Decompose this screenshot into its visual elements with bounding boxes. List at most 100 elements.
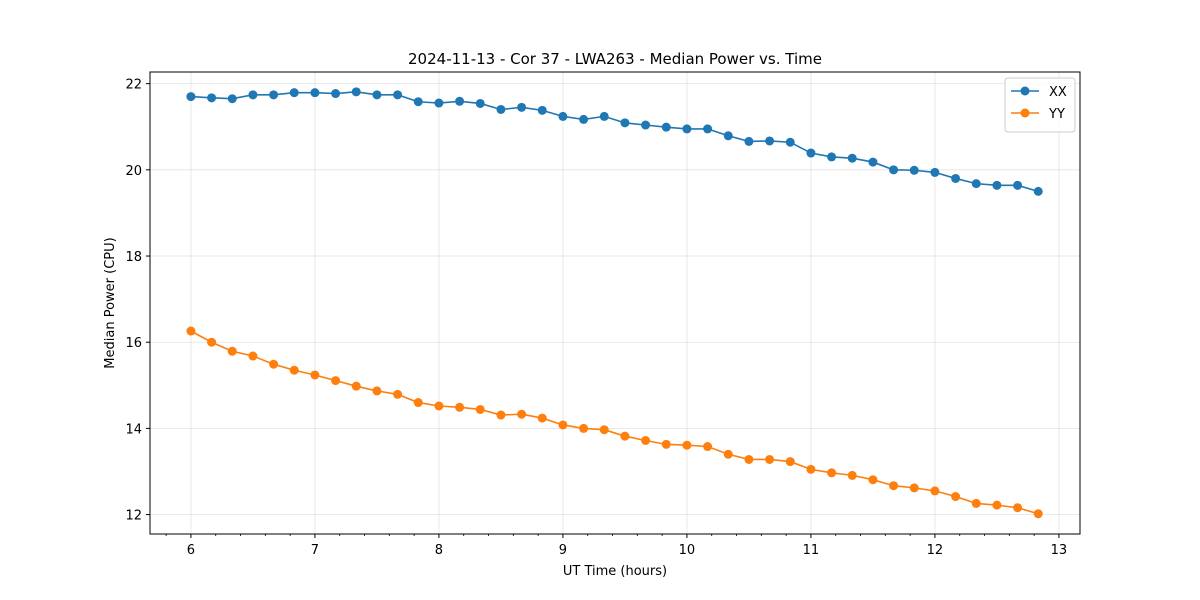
data-point	[847, 153, 857, 163]
data-point	[434, 98, 444, 108]
plot-frame	[149, 71, 1081, 535]
y-tick-label: 22	[125, 78, 142, 93]
x-axis: 6 7 8 9 10 11 12 13	[165, 534, 1067, 558]
data-point	[723, 131, 733, 141]
data-point	[703, 442, 713, 452]
series-yy	[186, 326, 1043, 519]
data-point	[413, 97, 423, 107]
data-point	[847, 470, 857, 480]
data-point	[434, 401, 444, 411]
data-point	[951, 173, 961, 183]
y-tick-label: 16	[125, 336, 142, 351]
data-point	[351, 87, 361, 97]
y-tick-label: 20	[125, 164, 142, 179]
chart-title: 2024-11-13 - Cor 37 - LWA263 - Median Po…	[408, 50, 822, 68]
data-point	[537, 105, 547, 115]
data-point	[599, 425, 609, 435]
data-point	[1033, 509, 1043, 519]
legend-marker	[1020, 108, 1030, 118]
data-point	[207, 93, 217, 103]
x-tick-label: 7	[311, 543, 319, 558]
data-point	[641, 435, 651, 445]
legend-marker	[1020, 86, 1030, 96]
legend: XX YY	[1004, 77, 1076, 133]
data-point	[372, 90, 382, 100]
data-point	[992, 500, 1002, 510]
data-point	[227, 346, 237, 356]
data-point	[310, 88, 320, 98]
data-point	[909, 165, 919, 175]
data-point	[992, 180, 1002, 190]
data-point	[289, 365, 299, 375]
data-point	[620, 431, 630, 441]
data-point	[744, 136, 754, 146]
data-point	[475, 98, 485, 108]
data-point	[331, 89, 341, 99]
data-point	[661, 122, 671, 132]
data-point	[1033, 186, 1043, 196]
data-point	[827, 468, 837, 478]
data-point	[723, 449, 733, 459]
data-point	[1013, 180, 1023, 190]
data-point	[310, 370, 320, 380]
data-point	[475, 404, 485, 414]
legend-item-yy: YY	[1011, 107, 1065, 122]
data-point	[517, 102, 527, 112]
x-axis-label: UT Time (hours)	[563, 564, 667, 579]
data-point	[1013, 503, 1023, 513]
data-point	[971, 498, 981, 508]
y-axis-label: Median Power (CPU)	[103, 237, 118, 368]
y-tick-label: 12	[125, 509, 142, 524]
x-tick-label: 6	[187, 543, 195, 558]
data-point	[889, 481, 899, 491]
data-point	[227, 94, 237, 104]
legend-label: XX	[1049, 85, 1067, 100]
grid	[150, 72, 1080, 534]
y-axis: 12 14 16 18 20 22	[125, 78, 150, 524]
data-point	[372, 386, 382, 396]
data-point	[517, 409, 527, 419]
data-point	[269, 359, 279, 369]
data-point	[269, 90, 279, 100]
data-point	[868, 157, 878, 167]
data-point	[351, 381, 361, 391]
data-point	[930, 167, 940, 177]
data-point	[661, 439, 671, 449]
data-point	[455, 96, 465, 106]
data-point	[703, 124, 713, 134]
data-point	[289, 88, 299, 98]
x-tick-label: 12	[927, 543, 944, 558]
x-tick-label: 11	[803, 543, 820, 558]
x-tick-label: 8	[435, 543, 443, 558]
data-point	[930, 486, 940, 496]
data-point	[331, 376, 341, 386]
x-tick-label: 10	[679, 543, 696, 558]
data-point	[413, 398, 423, 408]
data-point	[620, 118, 630, 128]
data-point	[641, 120, 651, 130]
data-point	[744, 454, 754, 464]
data-point	[393, 389, 403, 399]
plot-series	[186, 87, 1043, 519]
data-point	[806, 148, 816, 158]
data-point	[827, 152, 837, 162]
y-tick-label: 14	[125, 422, 142, 437]
data-point	[579, 423, 589, 433]
data-point	[579, 114, 589, 124]
data-point	[682, 124, 692, 134]
data-point	[496, 410, 506, 420]
data-point	[186, 92, 196, 102]
data-point	[765, 136, 775, 146]
data-point	[889, 165, 899, 175]
data-point	[558, 111, 568, 121]
legend-item-xx: XX	[1011, 85, 1067, 100]
data-point	[868, 475, 878, 485]
data-point	[393, 90, 403, 100]
legend-label: YY	[1048, 107, 1065, 122]
data-point	[785, 137, 795, 147]
data-point	[496, 104, 506, 114]
data-point	[248, 90, 258, 100]
data-point	[537, 413, 547, 423]
series-line	[190, 91, 1039, 193]
